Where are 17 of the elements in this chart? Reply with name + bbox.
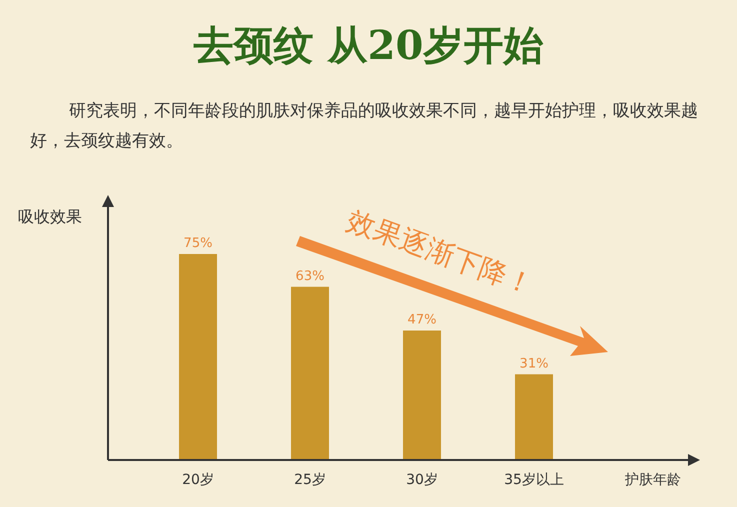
x-tick-label: 20岁 bbox=[182, 472, 214, 488]
x-axis-title: 护肤年龄 bbox=[624, 472, 681, 488]
data-label: 47% bbox=[408, 312, 436, 328]
data-label: 75% bbox=[184, 236, 212, 251]
bar bbox=[515, 374, 553, 459]
bar bbox=[291, 286, 329, 459]
x-tick-label: 30岁 bbox=[406, 472, 438, 488]
chart-title: 去颈纹 从20岁开始 bbox=[192, 21, 544, 71]
y-axis-title: 吸收效果 bbox=[18, 207, 82, 226]
data-label: 31% bbox=[520, 356, 548, 372]
annotation: 效果逐渐下降！ bbox=[342, 204, 538, 302]
bar bbox=[403, 330, 441, 459]
chart-subtitle: 研究表明，不同年龄段的肌肤对保养品的吸收效果不同，越早开始护理，吸收效果越好，去颈纹越有效。 bbox=[30, 100, 700, 153]
data-label: 63% bbox=[296, 268, 324, 284]
bar bbox=[179, 254, 217, 459]
x-tick-label: 35岁以上 bbox=[504, 472, 564, 488]
x-tick-label: 25岁 bbox=[294, 472, 326, 488]
